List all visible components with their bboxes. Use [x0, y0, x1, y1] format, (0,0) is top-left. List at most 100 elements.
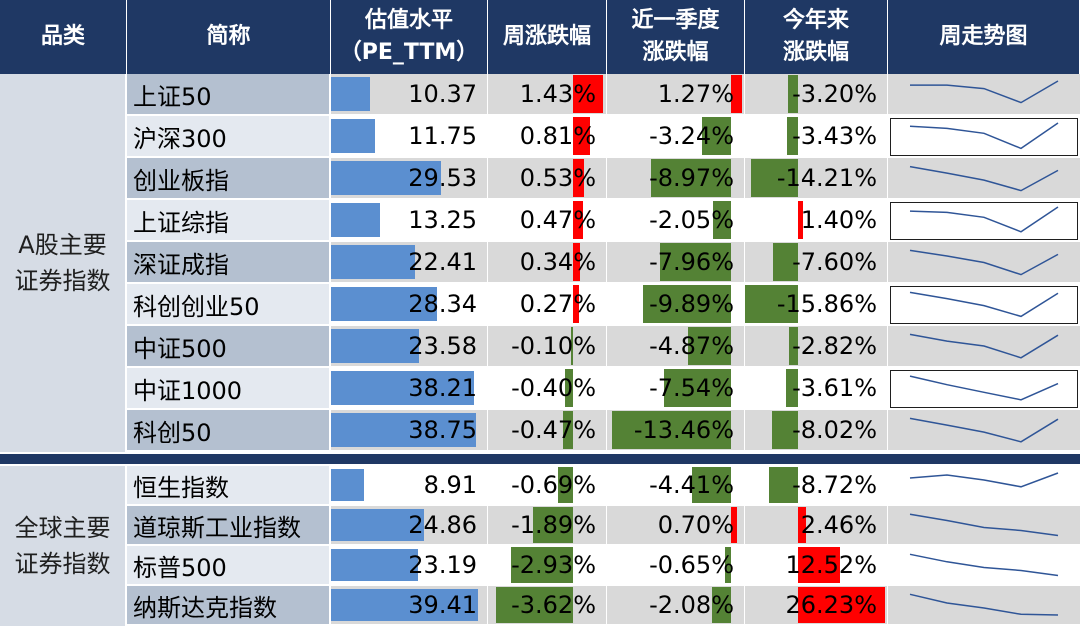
- sparkline-line: [909, 165, 1059, 192]
- ytd-change-bar: [772, 243, 799, 281]
- quarter-change-text: -4.41%: [649, 471, 734, 499]
- ytd-change-text: -15.86%: [776, 290, 877, 318]
- quarter-change-bar: [660, 243, 731, 281]
- ytd-change-text: 26.23%: [785, 591, 877, 619]
- week-change-text: -1.89%: [511, 511, 596, 539]
- ytd-change: -2.82%: [745, 326, 888, 368]
- header-quarter-change-text: 涨跌幅: [642, 40, 709, 65]
- sparkline-svg: [909, 472, 1059, 488]
- quarter-change-text: -2.05%: [649, 206, 734, 234]
- quarter-change: -2.08%: [607, 586, 745, 626]
- index-name: 科创50: [127, 410, 331, 452]
- pe-value-bar: [331, 371, 474, 405]
- sparkline-svg: [910, 80, 1059, 104]
- trend-sparkline: [888, 586, 1080, 626]
- trend-sparkline: [888, 158, 1080, 200]
- header-category-text: 品类: [40, 24, 85, 49]
- quarter-change-text: -7.96%: [649, 248, 734, 276]
- trend-sparkline: [888, 466, 1080, 506]
- quarter-change: -4.41%: [607, 466, 745, 506]
- index-name: 标普500: [127, 546, 331, 586]
- ytd-change-bar: [798, 507, 807, 543]
- sparkline-line: [909, 333, 1059, 359]
- pe-value: 8.91: [331, 466, 488, 506]
- index-name-text: 科创创业50: [133, 292, 260, 321]
- pe-value: 23.58: [331, 326, 488, 368]
- trend-sparkline: [888, 74, 1080, 116]
- week-change-text: -0.47%: [511, 416, 596, 444]
- week-change-text: 0.53%: [519, 164, 596, 192]
- sparkline-line: [909, 593, 1059, 616]
- group-label-text: 证券指数: [14, 550, 111, 578]
- pe-value-bar: [331, 203, 381, 237]
- sparkline-svg: [909, 513, 1059, 537]
- index-name: 上证50: [127, 74, 331, 116]
- index-name: 中证1000: [127, 368, 331, 410]
- week-change: -2.93%: [488, 546, 607, 586]
- sparkline-svg: [909, 417, 1059, 443]
- header-name-text: 简称: [206, 24, 251, 49]
- quarter-change-bar: [643, 285, 731, 323]
- ytd-change: -8.72%: [745, 466, 888, 506]
- week-change-bar: [573, 285, 579, 323]
- table-row: 中证1000 38.21 -0.40% -7.54% -3.61%: [127, 368, 1080, 410]
- ytd-change: -3.43%: [745, 116, 888, 158]
- sparkline-line: [909, 417, 1059, 443]
- quarter-change-bar: [664, 369, 731, 407]
- quarter-change-text: -4.87%: [649, 332, 734, 360]
- week-change-text: -0.69%: [511, 471, 596, 499]
- week-change-bar: [496, 587, 573, 623]
- sparkline-line: [909, 249, 1059, 276]
- ytd-change: -3.20%: [745, 74, 888, 116]
- sparkline-line: [909, 122, 1059, 150]
- pe-value-text: 38.21: [408, 374, 477, 402]
- ytd-change: -15.86%: [745, 284, 888, 326]
- ytd-change-text: -3.20%: [792, 80, 877, 108]
- pe-value: 38.21: [331, 368, 488, 410]
- ytd-change: 26.23%: [745, 586, 888, 626]
- ytd-change-bar: [788, 327, 799, 365]
- index-name: 纳斯达克指数: [127, 586, 331, 626]
- pe-value-text: 13.25: [408, 206, 477, 234]
- ytd-change: -3.61%: [745, 368, 888, 410]
- pe-value: 28.34: [331, 284, 488, 326]
- ytd-change-bar: [798, 547, 840, 583]
- week-change-bar: [573, 201, 583, 239]
- trend-sparkline: [888, 410, 1080, 452]
- group-label: A股主要 证券指数: [0, 74, 127, 452]
- pe-value-text: 29.53: [408, 164, 477, 192]
- week-change: -0.47%: [488, 410, 607, 452]
- sparkline-svg: [909, 333, 1059, 359]
- index-name-text: 上证50: [133, 82, 212, 111]
- quarter-change: -0.65%: [607, 546, 745, 586]
- pe-value-text: 10.37: [408, 80, 477, 108]
- week-change: -1.89%: [488, 506, 607, 546]
- pe-value-bar: [331, 161, 442, 195]
- ytd-change-bar: [787, 75, 799, 113]
- group-separator: [0, 452, 1080, 466]
- header-pe-text: （PE_TTM）: [339, 40, 479, 65]
- header-ytd-change: 今年来 涨跌幅: [745, 0, 888, 74]
- index-name-text: 科创50: [133, 418, 212, 447]
- group-label: 全球主要 证券指数: [0, 466, 127, 626]
- ytd-change-bar: [786, 117, 799, 155]
- table-row: 标普500 23.19 -2.93% -0.65% 12.52%: [127, 546, 1080, 586]
- pe-value: 29.53: [331, 158, 488, 200]
- table-row: 纳斯达克指数 39.41 -3.62% -2.08% 26.23%: [127, 586, 1080, 626]
- ytd-change: 2.46%: [745, 506, 888, 546]
- ytd-change-text: -8.02%: [792, 416, 877, 444]
- week-change: 0.27%: [488, 284, 607, 326]
- quarter-change-text: -9.89%: [649, 290, 734, 318]
- quarter-change-text: -8.97%: [649, 164, 734, 192]
- pe-value: 10.37: [331, 74, 488, 116]
- index-name-text: 中证1000: [133, 376, 243, 405]
- trend-sparkline: [888, 242, 1080, 284]
- quarter-change-bar: [730, 75, 743, 113]
- quarter-change-text: -7.54%: [649, 374, 734, 402]
- header-ytd-change-text: 今年来: [782, 8, 849, 33]
- pe-value-bar: [331, 509, 424, 541]
- header-quarter-change: 近一季度 涨跌幅: [607, 0, 745, 74]
- index-name-text: 创业板指: [133, 166, 229, 195]
- sparkline-line: [909, 291, 1059, 318]
